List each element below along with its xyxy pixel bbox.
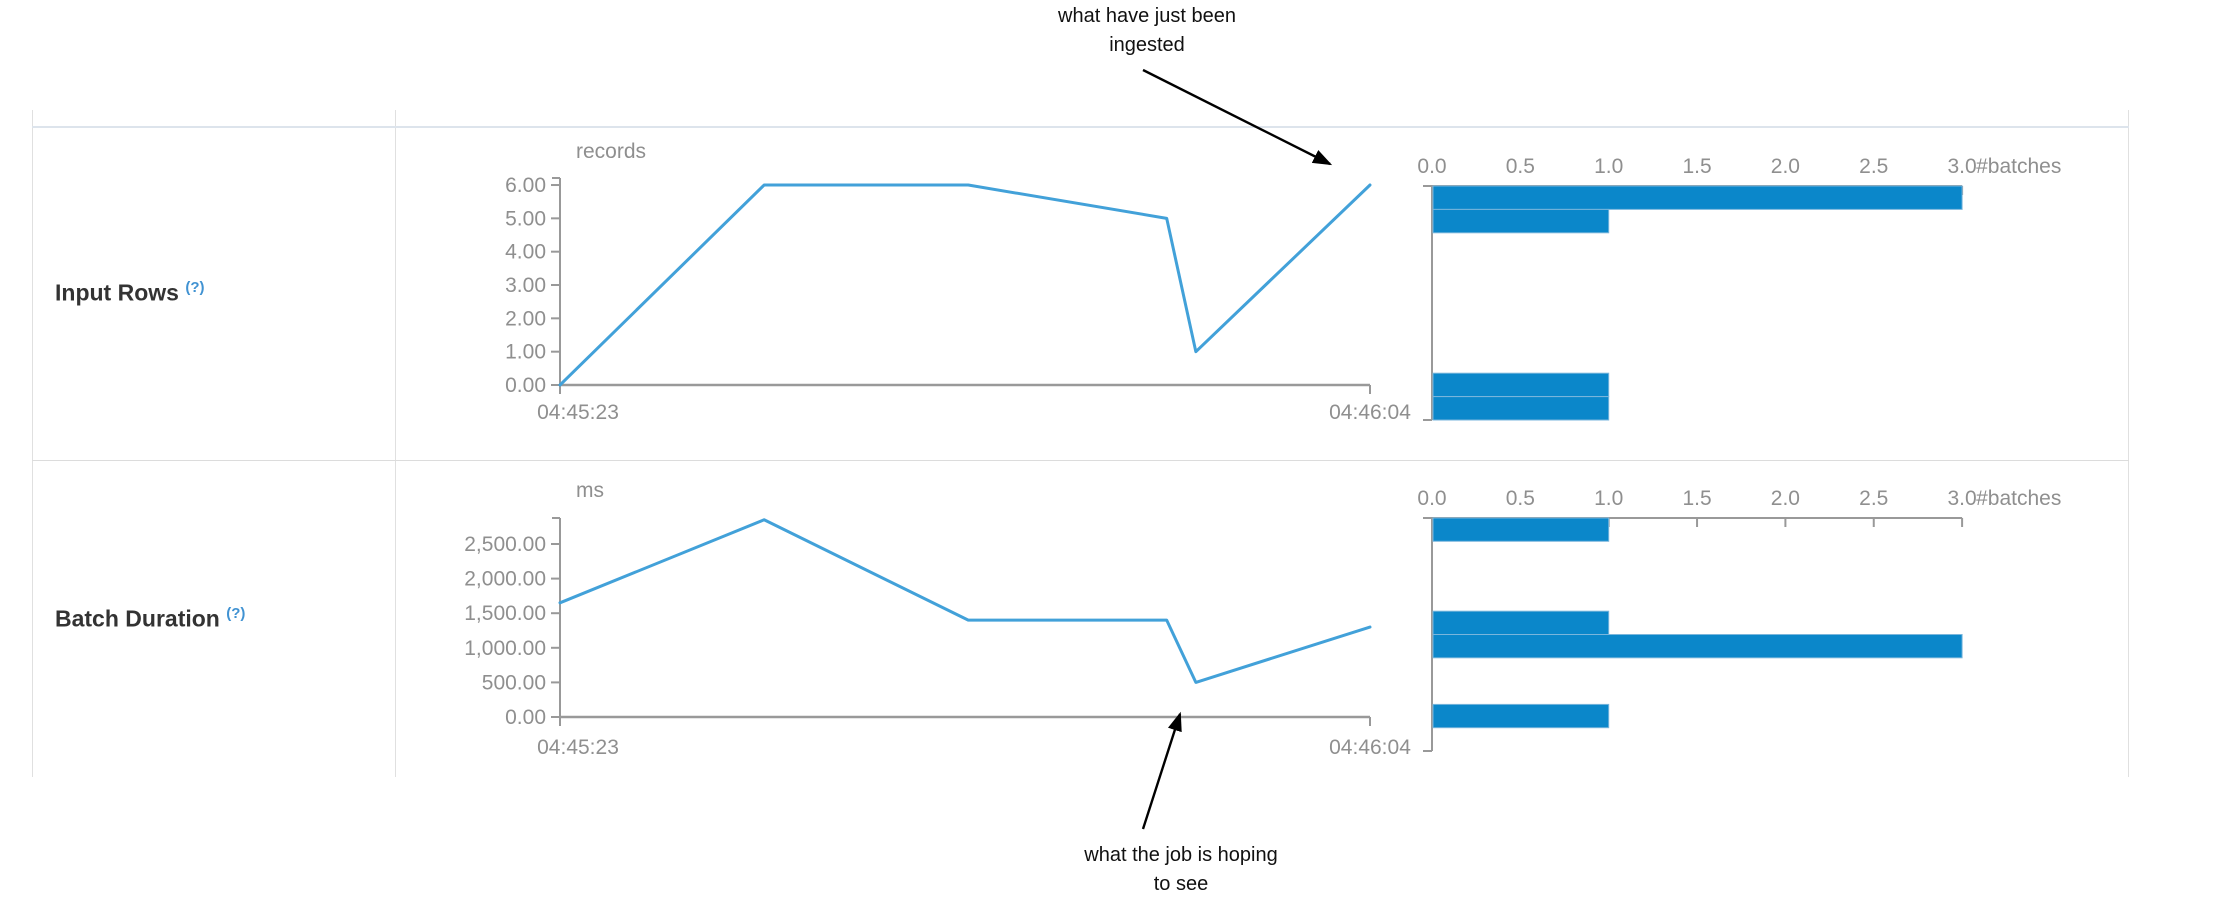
batch-duration-help-link[interactable]: (?) — [226, 605, 246, 622]
svg-text:2,500.00: 2,500.00 — [464, 533, 546, 556]
annotation-top-line2: ingested — [1109, 34, 1185, 56]
table-column-divider — [395, 110, 396, 777]
svg-text:1.5: 1.5 — [1682, 487, 1711, 510]
svg-text:1.0: 1.0 — [1594, 155, 1623, 178]
annotation-top-line1: what have just been — [1058, 5, 1236, 27]
svg-text:#batches: #batches — [1976, 487, 2061, 510]
svg-text:500.00: 500.00 — [482, 671, 546, 694]
input-rows-row-label: Input Rows (?) — [55, 279, 204, 307]
svg-text:ms: ms — [576, 479, 604, 502]
table-border-right — [2128, 110, 2129, 777]
annotation-bottom-line2: to see — [1153, 873, 1209, 895]
svg-text:records: records — [576, 140, 646, 163]
svg-text:04:46:04: 04:46:04 — [1329, 736, 1411, 759]
svg-text:0.00: 0.00 — [505, 706, 546, 729]
svg-text:04:45:23: 04:45:23 — [537, 736, 619, 759]
input-rows-label-text: Input Rows — [55, 279, 179, 306]
svg-text:2.0: 2.0 — [1771, 155, 1800, 178]
input-rows-help-link[interactable]: (?) — [185, 279, 205, 296]
annotation-bottom-line1: what the job is hoping — [1084, 844, 1278, 866]
svg-text:1.00: 1.00 — [505, 341, 546, 364]
svg-text:0.5: 0.5 — [1506, 487, 1535, 510]
svg-text:2,000.00: 2,000.00 — [464, 568, 546, 591]
svg-text:1,000.00: 1,000.00 — [464, 637, 546, 660]
svg-text:3.0: 3.0 — [1947, 155, 1976, 178]
svg-text:#batches: #batches — [1976, 155, 2061, 178]
svg-text:1,500.00: 1,500.00 — [464, 602, 546, 625]
svg-text:2.5: 2.5 — [1859, 487, 1888, 510]
annotation-top: what have just been ingested — [1058, 2, 1236, 60]
table-row-divider-top — [32, 126, 2129, 128]
annotation-bottom: what the job is hoping to see — [1084, 841, 1277, 898]
svg-text:2.0: 2.0 — [1771, 487, 1800, 510]
batch-duration-label-text: Batch Duration — [55, 605, 220, 632]
svg-text:0.00: 0.00 — [505, 374, 546, 397]
svg-text:2.00: 2.00 — [505, 307, 546, 330]
svg-text:1.5: 1.5 — [1682, 155, 1711, 178]
svg-text:4.00: 4.00 — [505, 241, 546, 264]
table-border-left — [32, 110, 33, 777]
table-row-divider-middle — [32, 460, 2129, 461]
svg-text:6.00: 6.00 — [505, 174, 546, 197]
svg-text:3.0: 3.0 — [1947, 487, 1976, 510]
svg-text:04:45:23: 04:45:23 — [537, 401, 619, 424]
svg-text:2.5: 2.5 — [1859, 155, 1888, 178]
svg-text:3.00: 3.00 — [505, 274, 546, 297]
svg-text:0.5: 0.5 — [1506, 155, 1535, 178]
svg-text:0.0: 0.0 — [1417, 487, 1446, 510]
svg-text:1.0: 1.0 — [1594, 487, 1623, 510]
batch-duration-row-label: Batch Duration (?) — [55, 605, 245, 633]
svg-text:04:46:04: 04:46:04 — [1329, 401, 1411, 424]
svg-text:0.0: 0.0 — [1417, 155, 1446, 178]
svg-text:5.00: 5.00 — [505, 207, 546, 230]
